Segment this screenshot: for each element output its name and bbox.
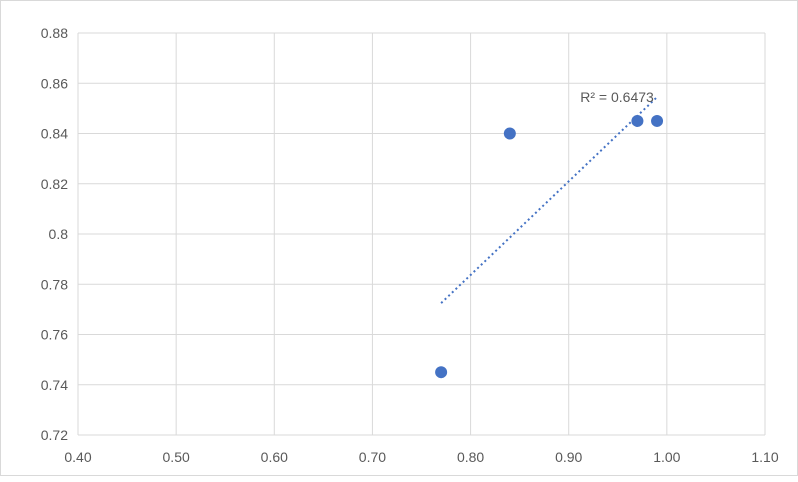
gridlines [77,32,766,436]
trendline-group [440,96,658,304]
y-tick-label: 0.74 [41,377,68,393]
x-tick-label: 0.70 [359,449,386,465]
x-tick-label: 0.80 [457,449,484,465]
y-tick-label: 0.8 [49,226,69,242]
x-tick-label: 0.60 [261,449,288,465]
x-tick-label: 0.40 [64,449,91,465]
y-tick-label: 0.72 [41,427,68,443]
x-tick-label: 1.10 [751,449,778,465]
x-tick-label: 0.50 [163,449,190,465]
y-tick-label: 0.86 [41,75,68,91]
x-tick-label: 0.90 [555,449,582,465]
y-tick-label: 0.82 [41,176,68,192]
data-point [651,114,664,127]
x-tick-label: 1.00 [653,449,680,465]
trendline [440,96,658,304]
y-tick-label: 0.88 [41,25,68,41]
data-point [435,366,448,379]
data-points [435,114,664,379]
data-point [631,114,644,127]
y-tick-label: 0.76 [41,327,68,343]
y-tick-label: 0.84 [41,126,68,142]
y-tick-label: 0.78 [41,276,68,292]
data-point [503,127,516,140]
tick-labels: 0.72 0.74 0.76 0.78 0.8 0.82 0.84 0.86 0.88 0.40 0… [41,25,779,465]
r-squared-annotation: R² = 0.6473 [580,89,654,105]
